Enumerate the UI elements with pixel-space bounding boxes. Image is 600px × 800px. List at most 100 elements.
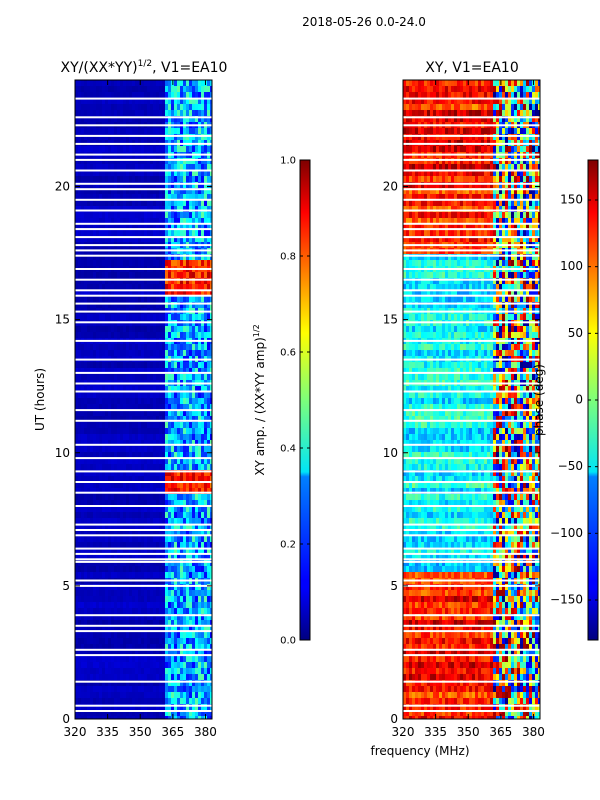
heatmap-cell xyxy=(207,632,211,639)
heatmap-cell xyxy=(123,440,127,447)
heatmap-cell xyxy=(144,260,148,267)
heatmap-cell xyxy=(174,608,178,615)
heatmap-cell xyxy=(105,284,109,291)
heatmap-cell xyxy=(93,602,97,609)
heatmap-cell xyxy=(123,524,127,531)
heatmap-cell xyxy=(201,476,205,483)
heatmap-cell xyxy=(129,260,133,267)
heatmap-cell xyxy=(84,608,88,615)
heatmap-cell xyxy=(117,572,121,579)
heatmap-cell xyxy=(198,704,202,711)
heatmap-cell xyxy=(180,692,184,699)
heatmap-cell xyxy=(123,698,127,705)
heatmap-cell xyxy=(174,506,178,513)
heatmap-cell xyxy=(156,254,160,261)
heatmap-cell xyxy=(174,92,178,99)
heatmap-cell xyxy=(78,638,82,645)
heatmap-cell xyxy=(138,128,142,135)
heatmap-cell xyxy=(177,362,181,369)
heatmap-cell xyxy=(117,716,121,720)
heatmap-cell xyxy=(123,620,127,627)
heatmap-cell xyxy=(90,530,94,537)
heatmap-cell xyxy=(156,344,160,351)
heatmap-cell xyxy=(186,620,190,627)
heatmap-cell xyxy=(150,386,154,393)
heatmap-cell xyxy=(129,608,133,615)
heatmap-cell xyxy=(102,296,106,303)
heatmap-cell xyxy=(132,296,136,303)
heatmap-cell xyxy=(123,518,127,525)
heatmap-cell xyxy=(141,662,145,669)
heatmap-cell xyxy=(183,506,187,513)
heatmap-cell xyxy=(108,146,112,153)
heatmap-cell xyxy=(135,566,139,573)
heatmap-cell xyxy=(135,212,139,219)
heatmap-cell xyxy=(99,542,103,549)
heatmap-cell xyxy=(102,668,106,675)
heatmap-cell xyxy=(84,272,88,279)
heatmap-cell xyxy=(162,710,166,717)
heatmap-cell xyxy=(117,344,121,351)
heatmap-cell xyxy=(105,590,109,597)
heatmap-cell xyxy=(141,92,145,99)
heatmap-cell xyxy=(180,686,184,693)
heatmap-cell xyxy=(192,560,196,567)
heatmap-cell xyxy=(111,344,115,351)
heatmap-cell xyxy=(207,290,211,297)
heatmap-cell xyxy=(162,284,166,291)
heatmap-cell xyxy=(210,602,213,609)
heatmap-cell xyxy=(90,548,94,555)
heatmap-cell xyxy=(168,146,172,153)
heatmap-cell xyxy=(174,536,178,543)
heatmap-cell xyxy=(75,440,79,447)
flagged-row xyxy=(75,560,212,563)
heatmap-cell xyxy=(180,662,184,669)
heatmap-cell xyxy=(195,542,199,549)
heatmap-cell xyxy=(159,440,163,447)
heatmap-cell xyxy=(84,92,88,99)
heatmap-cell xyxy=(183,434,187,441)
heatmap-cell xyxy=(114,542,118,549)
heatmap-cell xyxy=(78,326,82,333)
heatmap-cell xyxy=(114,116,118,123)
heatmap-cell xyxy=(117,170,121,177)
flagged-row xyxy=(75,198,212,201)
heatmap-cell xyxy=(102,344,106,351)
heatmap-cell xyxy=(198,620,202,627)
heatmap-cell xyxy=(147,566,151,573)
heatmap-cell xyxy=(141,362,145,369)
heatmap-cell xyxy=(135,392,139,399)
heatmap-cell xyxy=(96,680,100,687)
heatmap-cell xyxy=(135,164,139,171)
heatmap-cell xyxy=(111,446,115,453)
heatmap-cell xyxy=(189,170,193,177)
heatmap-cell xyxy=(75,512,79,519)
heatmap-cell xyxy=(105,134,109,141)
heatmap-cell xyxy=(111,350,115,357)
heatmap-cell xyxy=(171,482,175,489)
heatmap-cell xyxy=(93,158,97,165)
heatmap-cell xyxy=(132,476,136,483)
heatmap-cell xyxy=(126,182,130,189)
heatmap-cell xyxy=(177,542,181,549)
heatmap-cell xyxy=(207,326,211,333)
heatmap-cell xyxy=(186,278,190,285)
heatmap-cell xyxy=(126,524,130,531)
heatmap-cell xyxy=(99,482,103,489)
heatmap-cell xyxy=(159,200,163,207)
heatmap-cell xyxy=(177,272,181,279)
heatmap-cell xyxy=(132,422,136,429)
heatmap-cell xyxy=(93,434,97,441)
heatmap-cell xyxy=(81,428,85,435)
heatmap-cell xyxy=(126,584,130,591)
heatmap-cell xyxy=(189,590,193,597)
heatmap-cell xyxy=(183,296,187,303)
heatmap-cell xyxy=(198,128,202,135)
heatmap-cell xyxy=(81,608,85,615)
heatmap-cell xyxy=(120,206,124,213)
heatmap-cell xyxy=(90,644,94,651)
heatmap-cell xyxy=(174,80,178,87)
heatmap-cell xyxy=(141,302,145,309)
heatmap-cell xyxy=(93,476,97,483)
heatmap-cell xyxy=(198,404,202,411)
